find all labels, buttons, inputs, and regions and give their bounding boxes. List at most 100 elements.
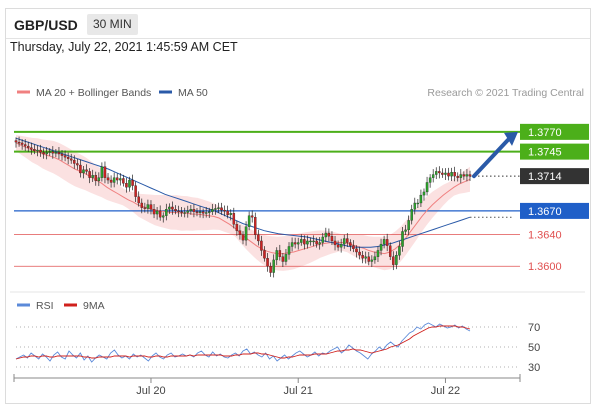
candle-body [103,166,107,178]
candle-body [51,151,55,154]
level-1-3600-label: 1.3600 [528,261,562,273]
candle-body [275,250,278,261]
candle-body [410,209,413,221]
forecast-arrow-shaft [472,137,510,179]
candle-body [60,153,64,156]
candle-body [238,230,242,235]
chart-header: GBP/USD 30 MIN [6,9,590,39]
candle-body [165,209,168,216]
candle-body [250,215,254,218]
candle-body [241,234,245,241]
candle-body [66,157,70,159]
candle-body [404,229,407,232]
candle-body [407,220,410,231]
level-1-3770-label: 1.3770 [528,127,562,139]
candle-body [398,246,401,256]
candle-body [134,185,137,197]
rsi-tick-label: 50 [528,342,540,354]
candle-body [419,194,423,204]
candle-body [177,210,180,213]
candle-body [97,177,101,182]
candle-body [69,158,73,161]
level-1-3670-label: 1.3670 [528,206,562,218]
candle-body [33,149,36,151]
level-1-3714-label: 1.3714 [528,171,562,183]
candle-body [125,183,128,188]
candle-body [336,244,340,248]
candle-body [140,202,144,208]
candle-body [441,172,444,175]
candle-body [413,202,417,210]
candle-body [223,209,226,212]
level-1-3770-tag [520,123,589,140]
candle-body [201,211,205,214]
candle-body [174,209,177,212]
candle-body [76,163,79,166]
legend-label-9ma: 9MA [83,300,105,312]
candle-body [296,242,300,245]
candle-body [155,210,159,215]
candle-body [339,243,343,248]
candle-body [367,256,371,262]
timeframe-badge[interactable]: 30 MIN [87,14,138,35]
candle-body [57,152,61,155]
x-tick-label: Jul 21 [284,385,313,397]
candle-body [388,245,392,257]
candle-body [161,215,165,218]
candle-body [342,238,346,245]
candle-body [358,251,361,256]
candle-body [180,211,183,213]
candle-body [321,236,325,243]
candle-body [119,178,122,181]
candle-body [88,171,91,178]
candle-body [263,250,266,259]
candle-body [128,179,131,188]
candle-body [395,255,398,265]
candle-body [152,209,156,215]
candle-body [269,266,272,273]
candle-body [30,147,33,150]
candle-body [54,152,58,154]
candle-body [220,207,223,211]
candle-body [346,238,349,243]
candle-body [100,166,104,178]
candle-body [447,172,450,177]
legend-label-rsi: RSI [36,300,54,312]
candle-body [284,254,288,262]
candle-body [232,213,236,225]
level-1-3745-label: 1.3745 [528,147,562,159]
candle-body [195,211,199,213]
candle-body [465,174,469,177]
candle-body [444,172,447,175]
candle-body [73,160,76,164]
candle-body [204,212,208,214]
candle-body [266,258,269,267]
candle-body [211,209,214,212]
candle-body [17,141,21,144]
candle-body [235,224,239,231]
candle-body [309,240,312,243]
candle-body [379,243,383,251]
candle-body [438,171,441,174]
candle-body [382,239,386,245]
candle-body [468,174,472,177]
candle-body [254,217,257,235]
candle-body [272,259,275,273]
candle-body [48,151,51,153]
candle-body [385,239,389,246]
candle-body [364,256,367,259]
candle-body [189,209,193,212]
candle-body [106,177,110,181]
candle-body [109,179,113,183]
candle-body [355,248,358,253]
candle-body [82,169,85,174]
candle-body [416,202,420,205]
candle-body [290,242,294,247]
candle-body [192,209,196,212]
candle-body [183,212,186,214]
candle-body [226,210,229,216]
candle-body [14,140,18,143]
candle-body [137,196,140,204]
candle-body [186,210,190,213]
